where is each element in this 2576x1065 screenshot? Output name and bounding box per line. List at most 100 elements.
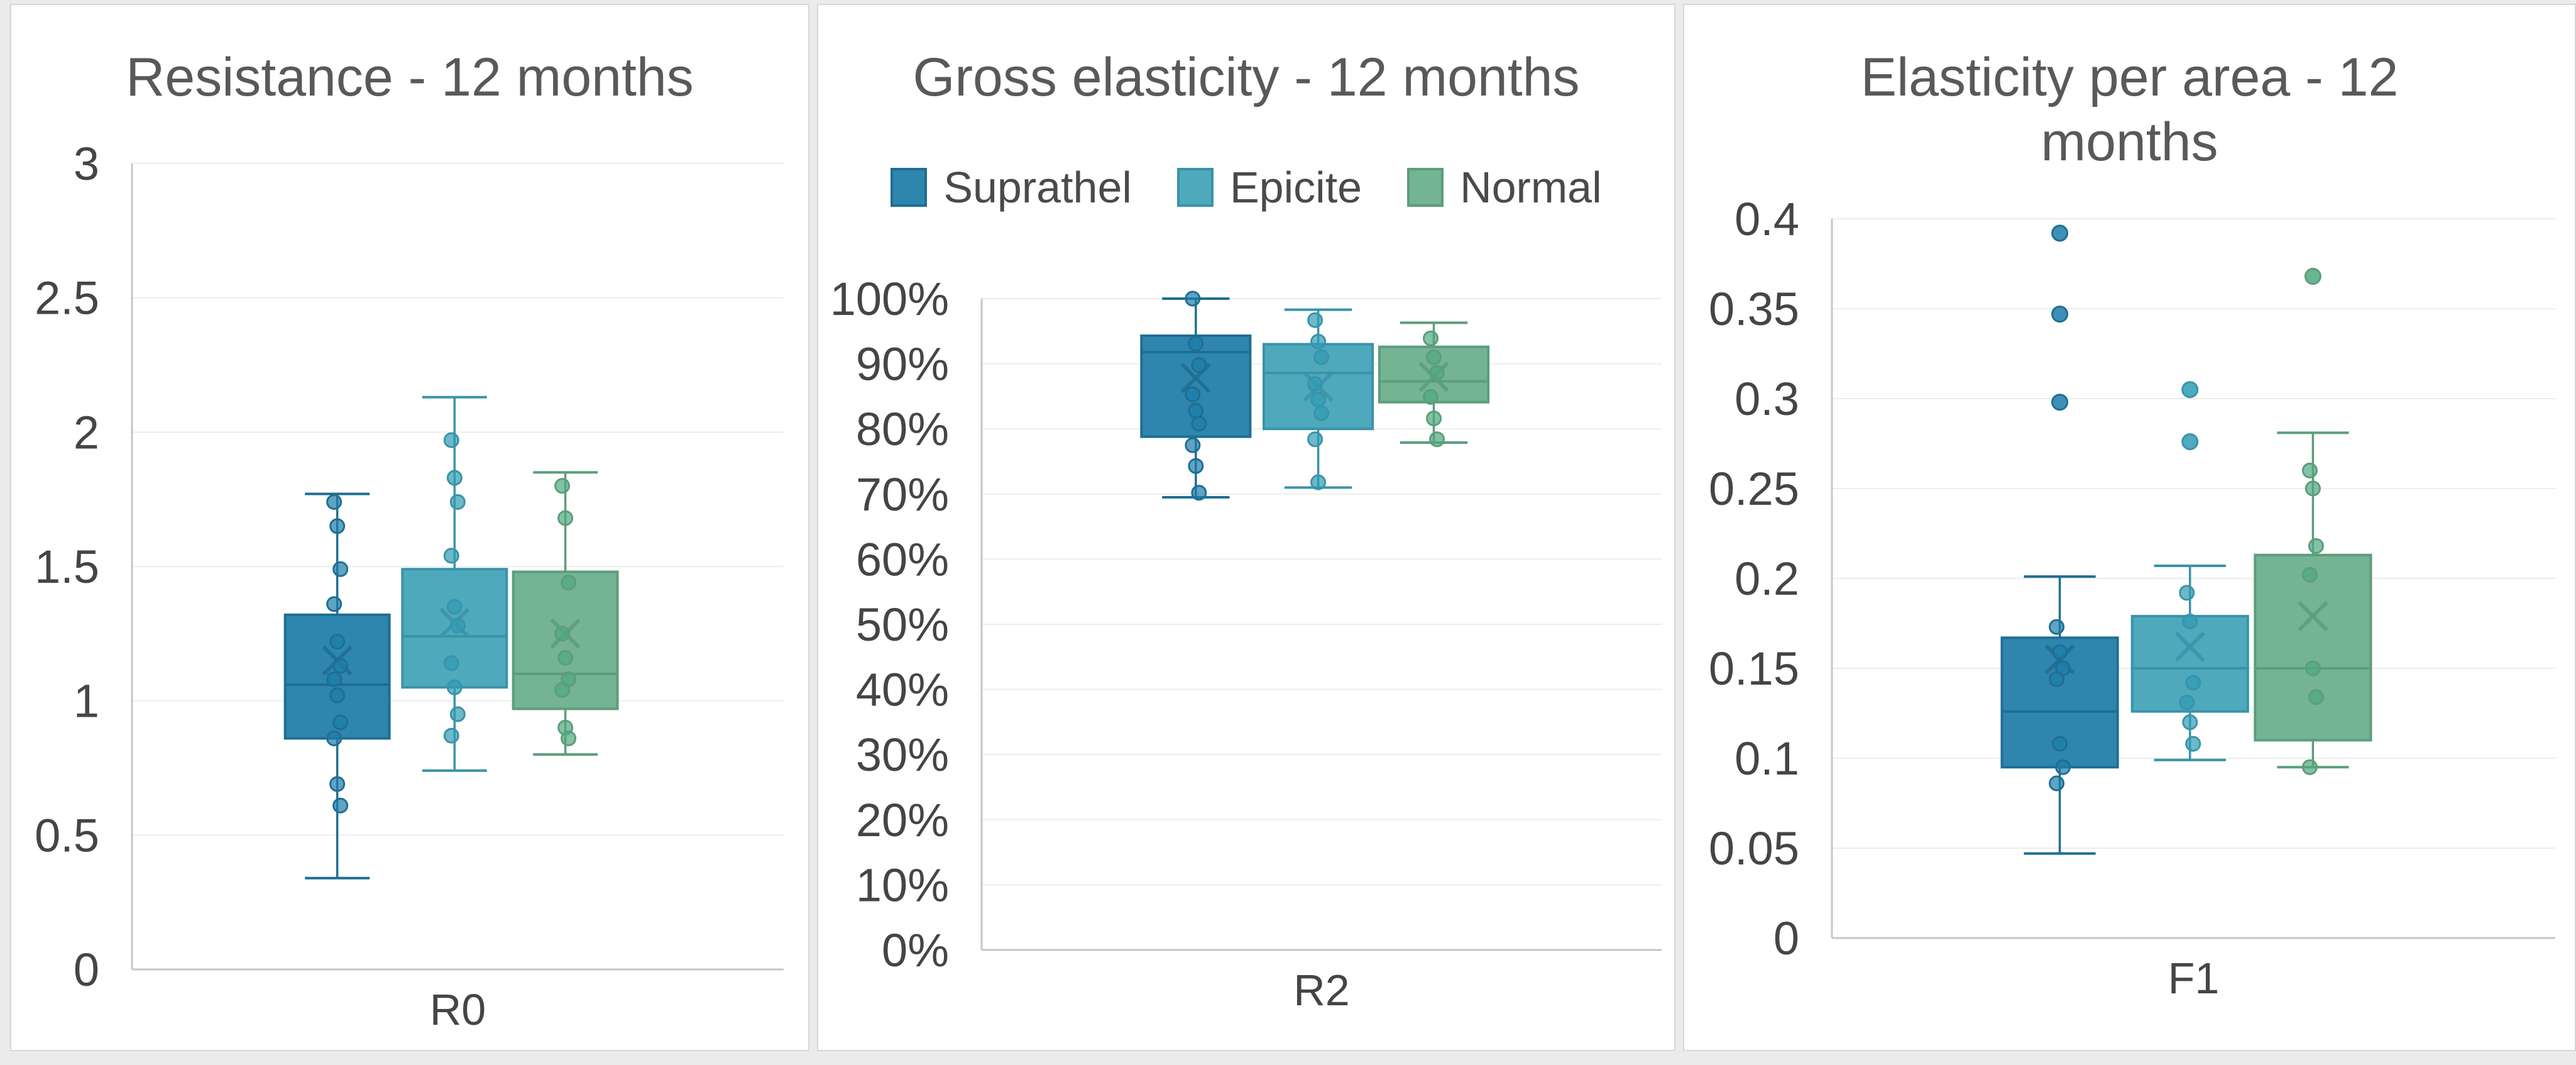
data-point <box>446 470 463 486</box>
y-tick-label: 0.2 <box>1735 553 1799 605</box>
y-tick-label: 30% <box>856 729 949 781</box>
y-tick-label: 0.25 <box>1709 463 1799 515</box>
y-tick-label: 0% <box>882 924 949 976</box>
data-point <box>1423 389 1439 405</box>
legend-item-suprathel: Suprathel <box>891 162 1132 212</box>
data-point <box>557 649 574 666</box>
y-tick-label: 0.5 <box>35 809 99 861</box>
y-tick-label: 0 <box>1773 912 1799 964</box>
data-point <box>561 575 577 591</box>
data-point <box>1185 290 1201 307</box>
y-tick-label: 2 <box>74 406 99 458</box>
data-point <box>2305 480 2321 497</box>
legend-item-epicite: Epicite <box>1176 162 1362 212</box>
data-point <box>2301 759 2318 775</box>
x-axis-label: F1 <box>2168 954 2220 1003</box>
y-tick-label: 0.05 <box>1709 822 1799 875</box>
y-tick-label: 0.15 <box>1709 643 1799 695</box>
data-point <box>446 599 463 615</box>
data-point <box>554 626 571 642</box>
data-point <box>1313 349 1330 365</box>
data-point <box>2049 671 2065 687</box>
data-point <box>443 548 459 564</box>
box-series-normal <box>1378 321 1490 448</box>
data-point <box>2049 775 2065 792</box>
y-tick-label: 0.4 <box>1735 193 1799 245</box>
data-point <box>326 494 343 510</box>
data-point <box>2182 714 2198 731</box>
legend-label: Epicite <box>1229 163 1362 212</box>
data-point <box>449 706 466 722</box>
data-point <box>443 727 459 744</box>
y-tick-label: 60% <box>856 533 949 585</box>
data-point <box>443 432 459 448</box>
data-point <box>329 776 346 792</box>
data-point <box>2049 619 2065 635</box>
data-point <box>2308 689 2324 705</box>
y-tick-label: 90% <box>856 338 949 390</box>
data-point <box>1191 416 1207 432</box>
chart-title: Elasticity per area - 12 months <box>1684 45 2575 175</box>
data-point <box>554 478 571 494</box>
data-point <box>332 797 349 814</box>
box-plot-elasticity-per-area: 0 0.05 0.1 0.15 0.2 0.25 0.3 0.35 0.4 F1 <box>1709 193 2555 1003</box>
box-series-suprathel <box>2000 224 2119 855</box>
y-tick-label: 80% <box>856 403 949 455</box>
data-point <box>326 596 343 612</box>
legend-item-normal: Normal <box>1407 162 1602 212</box>
chart-title-text: Resistance - 12 months <box>126 47 694 108</box>
data-point <box>2055 759 2071 775</box>
data-point <box>446 679 463 695</box>
data-point <box>1191 357 1207 373</box>
y-tick-label: 20% <box>856 794 949 846</box>
y-tick-label: 1.5 <box>35 541 99 593</box>
data-point <box>1429 431 1445 448</box>
box-series-epicite <box>401 395 508 772</box>
data-point <box>332 561 349 577</box>
box-series-normal <box>2254 268 2372 775</box>
data-point <box>443 655 459 671</box>
data-point <box>329 687 346 704</box>
chart-title-text: Gross elasticity - 12 months <box>913 47 1580 108</box>
chart-panel-gross-elasticity: Gross elasticity - 12 months Suprathel E… <box>817 4 1675 1051</box>
chart-panel-elasticity-per-area: Elasticity per area - 12 months 0 0.05 0.1… <box>1683 4 2576 1051</box>
data-point <box>2308 538 2324 555</box>
legend-label: Normal <box>1460 163 1602 212</box>
data-point <box>449 617 466 634</box>
y-tick-label: 0 <box>74 944 99 996</box>
data-point <box>329 518 346 534</box>
data-point <box>1426 349 1442 365</box>
data-point <box>554 682 571 698</box>
data-point <box>2182 614 2198 630</box>
box-series-epicite <box>2130 381 2249 761</box>
box-series-epicite <box>1263 308 1374 490</box>
y-tick-label: 0.35 <box>1709 283 1799 335</box>
data-point <box>329 634 346 650</box>
data-point <box>326 730 343 746</box>
data-point <box>2185 675 2201 691</box>
y-tick-label: 0.3 <box>1735 373 1799 425</box>
box-series-normal <box>512 471 619 756</box>
data-point <box>1310 474 1327 490</box>
data-point <box>1310 392 1327 408</box>
outlier-point <box>2051 224 2069 242</box>
data-point <box>557 510 574 526</box>
box-plot-resistance: 0 0.5 1 1.5 2 2.5 3 R0 <box>35 138 784 1034</box>
data-point <box>449 494 466 510</box>
data-point <box>2185 736 2201 752</box>
y-tick-label: 1 <box>74 675 99 727</box>
y-tick-label: 10% <box>856 859 949 911</box>
chart-panel-resistance: Resistance - 12 months 0 0.5 1 1.5 2 2.5 3 R0 <box>10 4 809 1051</box>
data-point <box>1426 411 1442 427</box>
box-plot-gross-elasticity: 0% 10% 20% 30% 40% 50% 60% 70% 80% 90% 100% R2 <box>830 273 1662 1015</box>
y-tick-label: 3 <box>74 138 99 190</box>
data-point <box>561 730 577 746</box>
box <box>2254 553 2372 742</box>
data-point <box>332 714 349 731</box>
y-tick-label: 100% <box>830 273 949 325</box>
outlier-point <box>2181 381 2199 399</box>
outlier-point <box>2304 268 2321 285</box>
data-point <box>2301 462 2318 478</box>
y-tick-label: 70% <box>856 468 949 521</box>
outlier-point <box>2051 306 2069 323</box>
